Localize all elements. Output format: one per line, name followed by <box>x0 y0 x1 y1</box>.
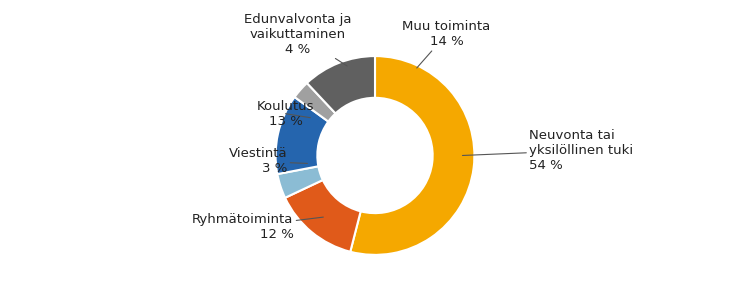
Text: Neuvonta tai
yksilöllinen tuki
54 %: Neuvonta tai yksilöllinen tuki 54 % <box>463 129 633 172</box>
Wedge shape <box>285 180 361 252</box>
Text: Edunvalvonta ja
vaikuttaminen
4 %: Edunvalvonta ja vaikuttaminen 4 % <box>244 13 351 66</box>
Text: Ryhmätoiminta
12 %: Ryhmätoiminta 12 % <box>192 213 323 241</box>
Wedge shape <box>307 56 375 113</box>
Text: Koulutus
13 %: Koulutus 13 % <box>256 100 314 128</box>
Wedge shape <box>275 97 328 174</box>
Wedge shape <box>350 56 475 255</box>
Wedge shape <box>295 83 335 122</box>
Wedge shape <box>278 166 322 198</box>
Text: Muu toiminta
14 %: Muu toiminta 14 % <box>403 20 490 68</box>
Text: Viestintä
3 %: Viestintä 3 % <box>229 147 308 175</box>
